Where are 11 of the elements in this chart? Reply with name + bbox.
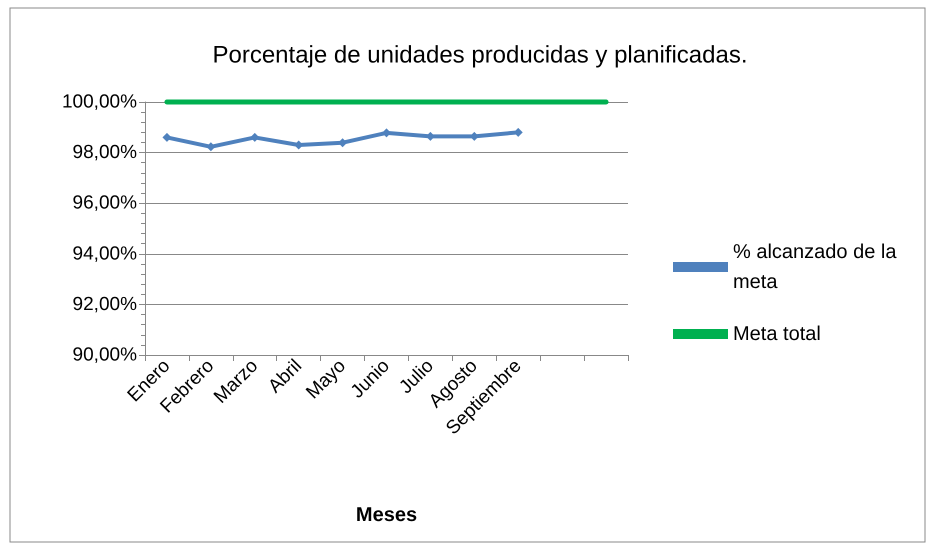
x-axis-title: Meses: [356, 504, 418, 526]
y-tick-label: 96,00%: [72, 192, 138, 214]
point: [162, 132, 172, 142]
y-tick-label: 94,00%: [72, 243, 138, 264]
y-tick-label: 100,00%: [62, 92, 138, 112]
y-tick-label: 90,00%: [72, 344, 138, 366]
y-tick-label: 92,00%: [72, 294, 138, 315]
legend-label: Meta total: [733, 323, 821, 345]
chart-title: Porcentaje de unidades producidas y planificadas.: [212, 42, 748, 68]
y-tick-label: 98,00%: [72, 142, 138, 164]
legend-label: % alcanzado de la meta: [733, 241, 902, 293]
